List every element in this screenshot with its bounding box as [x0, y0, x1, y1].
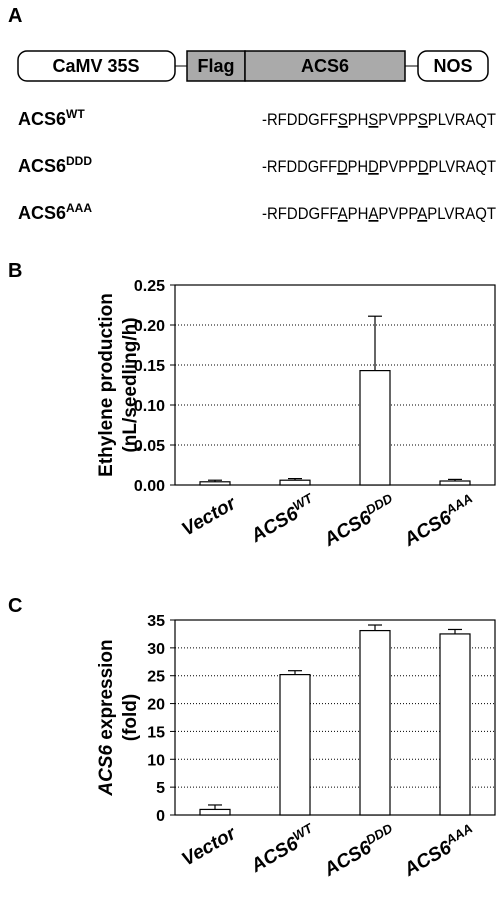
superscript: DDD — [363, 490, 395, 517]
sequence-part: PH — [348, 110, 369, 129]
y-tick-label: 30 — [147, 641, 165, 658]
bar — [279, 479, 311, 486]
y-axis-label: Ethylene production — [96, 293, 117, 477]
bar — [439, 633, 471, 816]
y-tick-label: 0.20 — [134, 318, 165, 335]
y-tick-label: 0.25 — [134, 278, 165, 295]
sequence-part: PLVRAQT — [429, 157, 496, 176]
x-tick-label: ACS6AAA — [398, 821, 479, 882]
category: ACS6 — [320, 837, 376, 881]
sequence-part: -RFDDGFF — [262, 110, 338, 129]
superscript: WT — [66, 107, 85, 121]
italic: ACS6 — [96, 745, 117, 797]
sequence-part: S — [338, 110, 348, 129]
sequence-part: PH — [348, 204, 369, 223]
sequence-name: ACS6AAA — [18, 201, 92, 223]
construct-label: NOS — [433, 56, 472, 76]
bar — [199, 808, 231, 816]
y-tick-label: 5 — [156, 780, 165, 797]
bar — [359, 629, 391, 816]
y-tick-label: 0.10 — [134, 398, 165, 415]
panel-label: C — [8, 595, 22, 617]
y-tick-label: 15 — [147, 724, 165, 741]
sequence-part: D — [418, 157, 429, 176]
bar — [199, 481, 231, 486]
x-tick-label: ACS6AAA — [398, 491, 479, 552]
terminator-box — [417, 50, 489, 82]
sequence-part: PVPP — [379, 157, 418, 176]
acs6-box — [244, 50, 406, 82]
bar — [359, 370, 391, 486]
category: ACS6 — [247, 833, 303, 877]
x-tick-label: ACS6WT — [245, 490, 320, 547]
sequence-part: -RFDDGFF — [262, 157, 337, 176]
y-tick-label: 10 — [147, 752, 165, 769]
y-tick-label: 20 — [147, 697, 165, 714]
plot-frame — [174, 284, 496, 486]
name: ACS6 — [18, 109, 66, 129]
y-tick-label: 0.15 — [134, 358, 165, 375]
sequence-part: -RFDDGFF — [262, 204, 338, 223]
x-tick-label: Vector — [178, 492, 240, 540]
sequence: -RFDDGFFAPHAPVPPAPLVRAQT — [262, 204, 496, 223]
superscript: AAA — [66, 201, 92, 215]
sequence-part: A — [417, 204, 428, 223]
sequence-part: PVPP — [378, 110, 418, 129]
sequence-part: A — [368, 204, 379, 223]
y-axis-label: (fold) — [120, 694, 141, 741]
construct-label: Flag — [197, 56, 234, 76]
x-tick-label: ACS6DDD — [318, 820, 400, 881]
sequence-part: D — [368, 157, 379, 176]
construct-label: CaMV 35S — [52, 56, 139, 76]
y-tick-label: 0.05 — [134, 438, 165, 455]
sequence-part: A — [338, 204, 349, 223]
sequence-part: PVPP — [378, 204, 418, 223]
bar — [279, 673, 311, 816]
y-tick-label: 35 — [147, 613, 165, 630]
x-tick-label: Vector — [178, 822, 240, 870]
sequence-name: ACS6WT — [18, 107, 85, 129]
y-tick-label: 25 — [147, 669, 165, 686]
name: ACS6 — [18, 156, 66, 176]
sequence: -RFDDGFFDPHDPVPPDPLVRAQT — [262, 157, 496, 176]
x-tick-label: ACS6DDD — [318, 490, 400, 551]
sequence-part: D — [337, 157, 348, 176]
sequence-part: S — [368, 110, 378, 129]
sequence-part: PLVRAQT — [428, 110, 496, 129]
sequence: -RFDDGFFSPHSPVPPSPLVRAQT — [262, 110, 496, 129]
label: expression — [96, 639, 117, 739]
sequence-part: PH — [348, 157, 368, 176]
sequence-part: S — [418, 110, 428, 129]
superscript: DDD — [363, 820, 395, 847]
panel-label: A — [8, 5, 22, 27]
plot-frame — [174, 619, 496, 816]
bar — [439, 480, 471, 486]
x-tick-label: ACS6WT — [245, 820, 320, 877]
category: ACS6 — [247, 503, 303, 547]
category: ACS6 — [400, 837, 456, 881]
panel-label: B — [8, 260, 22, 282]
sequence-part: PLVRAQT — [427, 204, 496, 223]
sequence-name: ACS6DDD — [18, 154, 92, 176]
y-tick-label: 0 — [156, 808, 165, 825]
construct-label: ACS6 — [301, 56, 349, 76]
promoter-box — [17, 50, 176, 82]
y-tick-label: 0.00 — [134, 478, 165, 495]
y-axis-label: (nL/seedling/h) — [120, 317, 141, 452]
category: Vector — [178, 822, 240, 870]
name: ACS6 — [18, 203, 66, 223]
category: ACS6 — [320, 507, 376, 551]
superscript: DDD — [66, 154, 92, 168]
y-axis-label: ACS6 expression — [96, 639, 117, 796]
category: Vector — [178, 492, 240, 540]
category: ACS6 — [400, 507, 456, 551]
